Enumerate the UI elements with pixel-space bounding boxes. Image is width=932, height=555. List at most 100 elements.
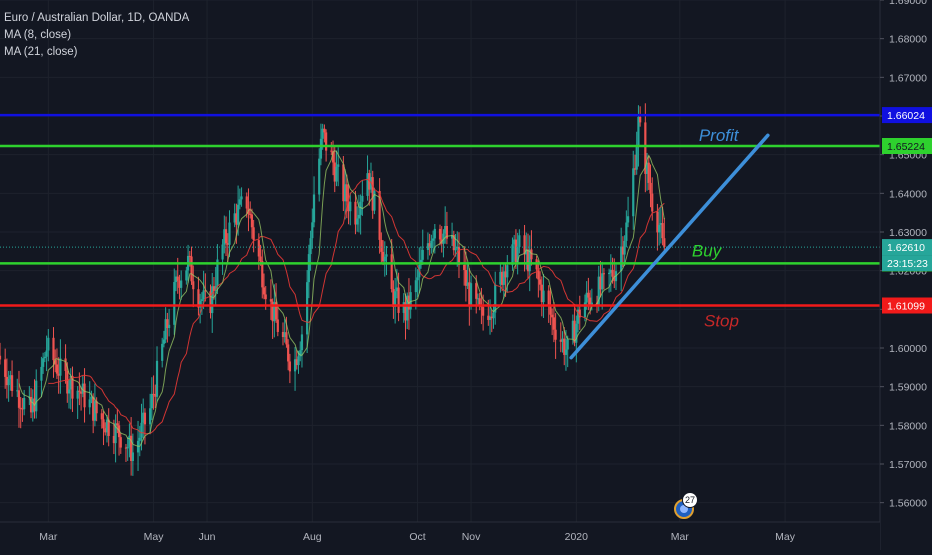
candle-body xyxy=(575,323,578,343)
buy-annotation: Buy xyxy=(692,242,723,261)
last-price-label: 1.62610 xyxy=(887,242,925,254)
time-tick-label: Jun xyxy=(199,531,216,543)
trendline[interactable] xyxy=(569,133,770,360)
candle-body xyxy=(554,329,557,340)
candle-body xyxy=(21,408,24,410)
time-tick-label: 2020 xyxy=(565,531,589,543)
candle-body xyxy=(506,265,509,278)
candle-body xyxy=(361,195,364,202)
candle-body xyxy=(155,360,159,397)
candle-body xyxy=(124,447,128,449)
candle-body xyxy=(283,332,286,338)
candle-body xyxy=(430,240,433,248)
candle-body xyxy=(404,302,407,321)
candle-body xyxy=(4,359,7,377)
candle-body xyxy=(356,218,359,225)
candle-body xyxy=(221,244,224,260)
candles xyxy=(0,103,666,476)
candle-body xyxy=(590,302,593,305)
candle-body xyxy=(199,300,202,308)
candle-body xyxy=(306,282,309,335)
candle-body xyxy=(523,235,526,255)
candle-body xyxy=(457,246,461,265)
candle-body xyxy=(212,286,216,291)
profit-level-label: 1.65224 xyxy=(887,141,925,153)
candle-body xyxy=(19,407,22,409)
candle-body xyxy=(276,319,279,332)
price-tick-label: 1.67000 xyxy=(889,72,927,84)
candle-body xyxy=(564,349,568,355)
candle-body xyxy=(442,233,445,244)
candle-body xyxy=(226,243,229,245)
candle-body xyxy=(107,419,110,436)
candle-body xyxy=(518,235,521,248)
candle-body xyxy=(409,292,412,310)
event-badge[interactable]: 27 xyxy=(674,492,698,519)
candle-body xyxy=(321,128,324,139)
candle-body xyxy=(318,158,321,195)
candle-body xyxy=(202,290,205,300)
time-tick-label: Nov xyxy=(462,531,481,543)
candle-body xyxy=(335,166,338,182)
candle-body xyxy=(402,302,405,313)
candle-body xyxy=(381,251,385,262)
price-axis[interactable]: 1.690001.680001.670001.660001.650001.640… xyxy=(879,0,932,550)
candle-body xyxy=(397,287,400,313)
candle-body xyxy=(445,225,449,239)
candle-body xyxy=(66,370,69,394)
candle-body xyxy=(421,249,424,260)
candle-body xyxy=(249,213,252,215)
candle-body xyxy=(274,302,278,320)
candle-body xyxy=(216,259,219,287)
candle-body xyxy=(154,394,157,397)
candle-body xyxy=(197,289,200,308)
candle-body xyxy=(90,396,93,400)
stop-annotation: Stop xyxy=(704,312,739,331)
candle-body xyxy=(281,331,285,338)
stop-level-tag xyxy=(882,297,932,314)
time-axis[interactable]: Mar May Jun Aug Oct Nov 2020 Mar May xyxy=(0,521,880,550)
candle-body xyxy=(601,273,604,290)
candle-body xyxy=(647,162,650,183)
candle-body xyxy=(444,225,447,234)
candle-body xyxy=(288,361,291,372)
candle-body xyxy=(658,224,661,233)
candle-body xyxy=(469,283,473,306)
candle-body xyxy=(625,222,628,241)
candle-body xyxy=(312,194,316,223)
stop-level-label: 1.61099 xyxy=(887,301,925,313)
candle-body xyxy=(504,271,507,278)
candle-body xyxy=(331,151,335,163)
candle-body xyxy=(131,452,134,461)
candle-body xyxy=(587,292,590,298)
candle-body xyxy=(563,338,566,355)
candle-body xyxy=(29,396,33,413)
candle-body xyxy=(0,355,2,360)
candle-body xyxy=(273,302,276,322)
candle-body xyxy=(319,138,323,159)
candle-body xyxy=(178,280,181,288)
candle-body xyxy=(659,223,662,225)
candle-body xyxy=(209,291,212,314)
candle-body xyxy=(104,428,107,433)
price-tick-label: 1.59000 xyxy=(889,382,927,394)
candle-body xyxy=(150,393,153,409)
candle-body xyxy=(342,164,345,202)
candle-body xyxy=(561,338,564,342)
candle-body xyxy=(357,214,361,219)
candle-body xyxy=(300,334,304,351)
candle-body xyxy=(573,320,576,343)
candle-body xyxy=(323,128,326,133)
candle-body xyxy=(238,199,241,205)
candle-body xyxy=(602,273,606,275)
candle-body xyxy=(406,295,409,321)
candle-body xyxy=(167,324,171,329)
candle-body xyxy=(578,309,581,318)
candle-body xyxy=(611,269,614,277)
candle-body xyxy=(287,344,290,362)
candle-body xyxy=(142,412,145,423)
candle-body xyxy=(71,375,74,399)
candle-body xyxy=(325,132,328,151)
